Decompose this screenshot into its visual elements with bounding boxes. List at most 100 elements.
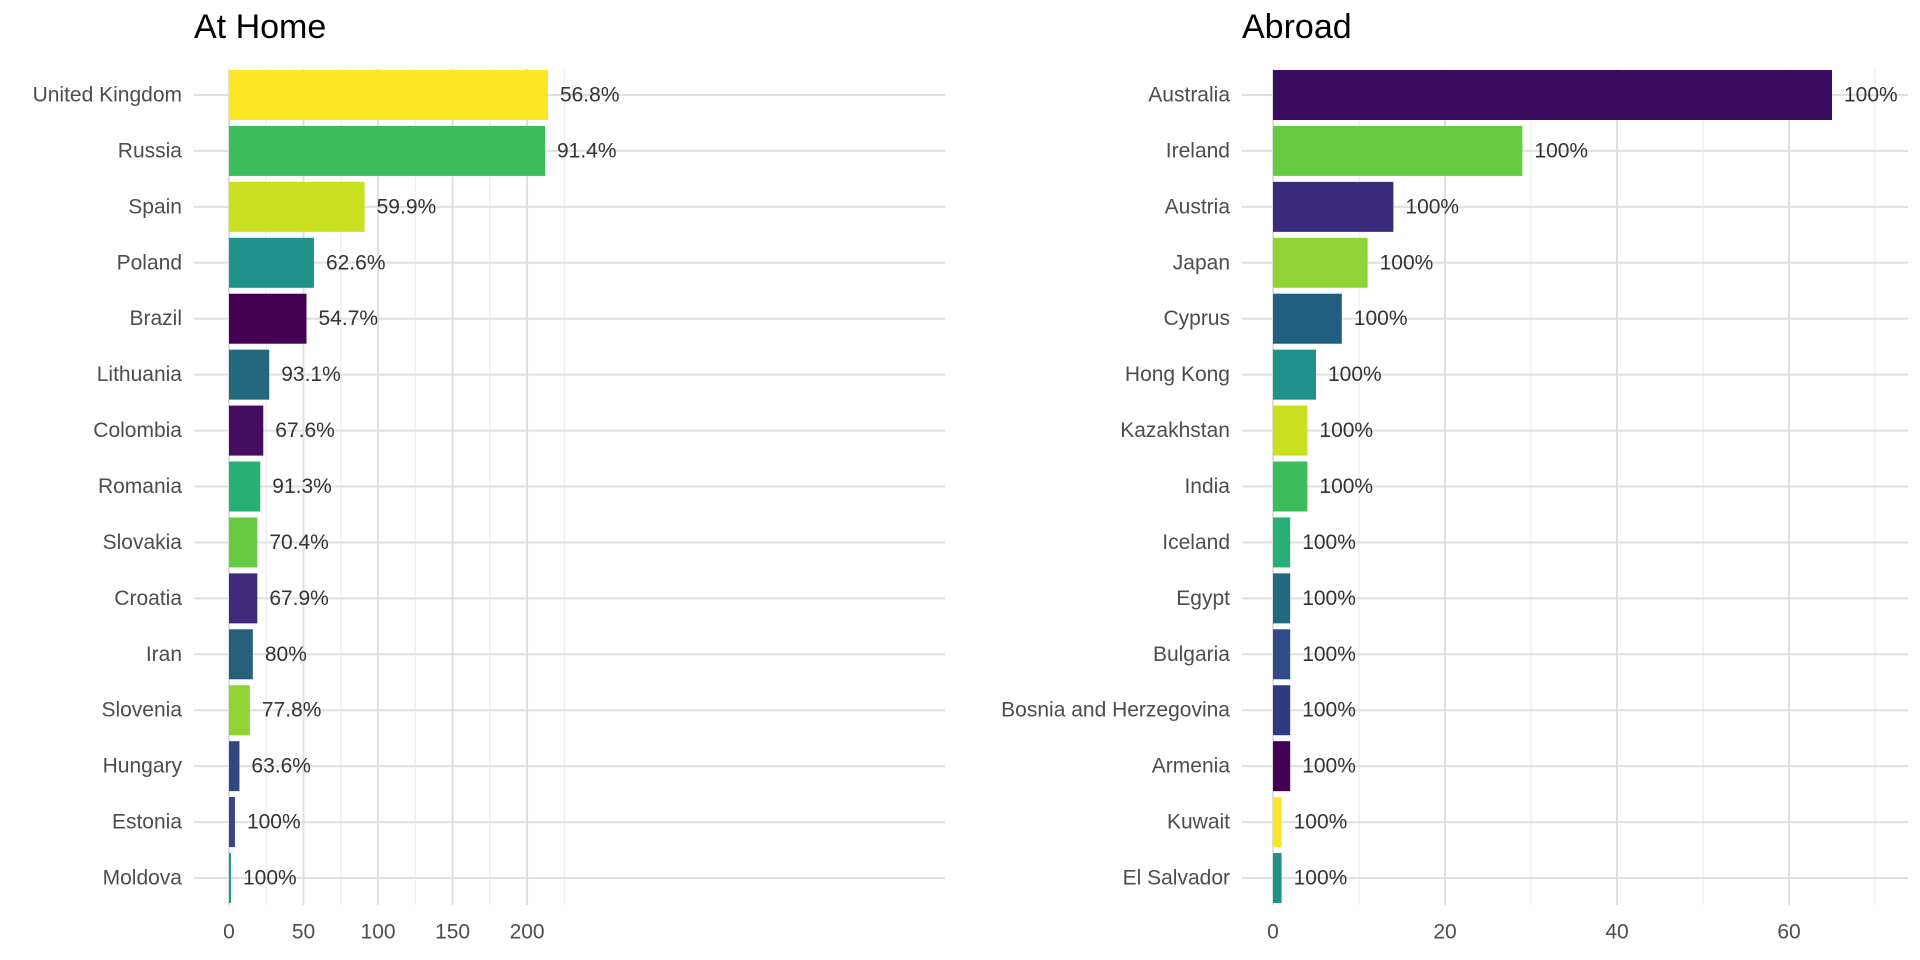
home-data-label: 62.6% (326, 251, 386, 274)
home-x-tick-label: 50 (292, 921, 315, 944)
abroad-bar (1273, 461, 1308, 512)
home-bar (229, 181, 365, 232)
abroad-bar (1273, 181, 1394, 232)
home-data-label: 91.3% (272, 475, 332, 498)
abroad-data-label: 100% (1302, 755, 1356, 778)
chart-panel-at-home: At Home United Kingdom 56.8% Russia 91.4% Sp… (33, 8, 945, 944)
home-category-label: Slovenia (101, 699, 182, 722)
abroad-data-label: 100% (1405, 195, 1459, 218)
home-data-label: 70.4% (269, 531, 329, 554)
abroad-category-label: Hong Kong (1125, 363, 1230, 386)
abroad-category-label: Bosnia and Herzegovina (1001, 699, 1230, 722)
home-bar (229, 573, 258, 624)
home-bar (229, 70, 548, 120)
home-data-label: 77.8% (262, 699, 322, 722)
home-data-label: 56.8% (560, 84, 620, 107)
abroad-data-label: 100% (1319, 419, 1373, 442)
abroad-category-label: Armenia (1152, 755, 1231, 778)
chart-panel-abroad: Abroad Australia 100% Ireland 100% Austria 10… (960, 0, 1920, 960)
abroad-data-label: 100% (1534, 139, 1588, 162)
abroad-data-label: 100% (1328, 363, 1382, 386)
home-data-label: 67.6% (275, 419, 335, 442)
home-x-tick-label: 100 (361, 921, 396, 944)
abroad-data-label: 100% (1844, 84, 1898, 107)
abroad-category-label: Japan (1173, 251, 1230, 274)
home-bar (229, 517, 258, 568)
home-category-label: Spain (128, 195, 182, 218)
abroad-category-label: Iceland (1162, 531, 1230, 554)
home-data-label: 80% (265, 643, 307, 666)
home-data-label: 91.4% (557, 139, 617, 162)
bar-chart-at-home: United Kingdom 56.8% Russia 91.4% Spain 59.9%… (33, 69, 945, 944)
abroad-data-label: 100% (1294, 867, 1348, 890)
abroad-bar (1273, 517, 1291, 568)
abroad-bar (1273, 293, 1342, 344)
abroad-bar (1273, 629, 1291, 680)
abroad-x-tick-label: 0 (1267, 921, 1279, 944)
abroad-category-label: Kuwait (1167, 811, 1230, 834)
abroad-x-tick-label: 40 (1605, 921, 1628, 944)
abroad-data-label: 100% (1302, 587, 1356, 610)
abroad-x-tick-label: 20 (1433, 921, 1456, 944)
home-data-label: 67.9% (269, 587, 329, 610)
abroad-bar (1273, 853, 1282, 904)
abroad-bar (1273, 70, 1832, 120)
home-x-tick-label: 150 (435, 921, 470, 944)
abroad-data-label: 100% (1354, 307, 1408, 330)
home-category-label: Brazil (129, 307, 182, 330)
abroad-data-label: 100% (1302, 643, 1356, 666)
abroad-x-tick-label: 60 (1777, 921, 1800, 944)
home-bar (229, 237, 314, 288)
home-data-label: 100% (247, 811, 301, 834)
abroad-category-label: Cyprus (1163, 307, 1230, 330)
home-category-label: Romania (98, 475, 182, 498)
abroad-bar (1273, 237, 1368, 288)
home-bar (229, 125, 545, 176)
abroad-category-label: Egypt (1176, 587, 1230, 610)
abroad-bar (1273, 349, 1316, 400)
home-x-tick-label: 200 (510, 921, 545, 944)
home-bar (229, 293, 307, 344)
abroad-category-label: Austria (1165, 195, 1231, 218)
home-category-label: Moldova (103, 867, 183, 890)
abroad-category-label: El Salvador (1123, 867, 1230, 890)
home-category-label: Poland (117, 251, 182, 274)
home-category-label: Colombia (93, 419, 182, 442)
home-bar (229, 797, 235, 848)
abroad-data-label: 100% (1302, 531, 1356, 554)
abroad-category-label: Bulgaria (1153, 643, 1230, 666)
home-bar (229, 685, 250, 736)
chart-title-at-home: At Home (194, 8, 327, 46)
home-category-label: Croatia (114, 587, 182, 610)
home-data-label: 54.7% (319, 307, 379, 330)
abroad-category-label: Australia (1148, 84, 1230, 107)
home-bar (229, 405, 264, 456)
home-category-label: Iran (146, 643, 182, 666)
abroad-category-label: Ireland (1166, 139, 1230, 162)
home-category-label: Slovakia (103, 531, 183, 554)
home-data-label: 63.6% (251, 755, 311, 778)
home-bar (229, 629, 253, 680)
home-category-label: United Kingdom (33, 84, 182, 107)
home-bar (229, 853, 231, 904)
home-category-label: Estonia (112, 811, 182, 834)
abroad-bar (1273, 741, 1291, 792)
home-category-label: Russia (118, 139, 183, 162)
home-category-label: Hungary (103, 755, 183, 778)
home-x-tick-label: 0 (223, 921, 235, 944)
abroad-data-label: 100% (1302, 699, 1356, 722)
home-category-label: Lithuania (97, 363, 183, 386)
home-bar (229, 461, 261, 512)
bar-chart-abroad: Australia 100% Ireland 100% Austria 100% Japan… (1001, 69, 1908, 944)
abroad-category-label: India (1184, 475, 1230, 498)
home-data-label: 59.9% (377, 195, 437, 218)
home-bar (229, 349, 270, 400)
abroad-bar (1273, 685, 1291, 736)
abroad-data-label: 100% (1319, 475, 1373, 498)
abroad-bar (1273, 797, 1282, 848)
home-bar (229, 741, 240, 792)
abroad-data-label: 100% (1294, 811, 1348, 834)
home-data-label: 100% (243, 867, 297, 890)
abroad-bar (1273, 405, 1308, 456)
home-data-label: 93.1% (281, 363, 341, 386)
